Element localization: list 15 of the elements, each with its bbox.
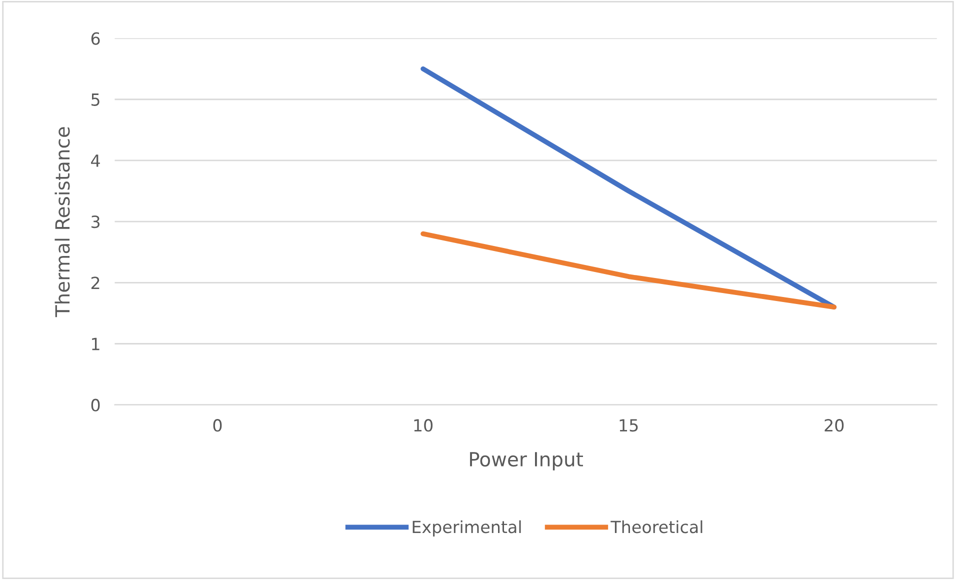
y-tick-label: 1 — [92, 338, 100, 350]
x-axis-title: Power Input — [470, 452, 583, 470]
x-tick-label: 20 — [824, 419, 844, 432]
y-tick-label: 4 — [91, 154, 100, 167]
y-tick-label: 3 — [92, 216, 100, 228]
x-tick-label: 0 — [213, 419, 222, 432]
y-tick-label: 2 — [91, 276, 100, 289]
y-axis-title: Thermal Resistance — [54, 127, 70, 318]
legend-label: Theoretical — [610, 520, 702, 534]
legend-label: Experimental — [412, 520, 521, 536]
y-tick-label: 6 — [91, 32, 100, 45]
x-tick-label: 15 — [620, 419, 638, 432]
y-tick-label: 5 — [92, 94, 100, 106]
x-tick-label: 10 — [414, 419, 433, 432]
y-tick-label: 0 — [91, 398, 100, 412]
